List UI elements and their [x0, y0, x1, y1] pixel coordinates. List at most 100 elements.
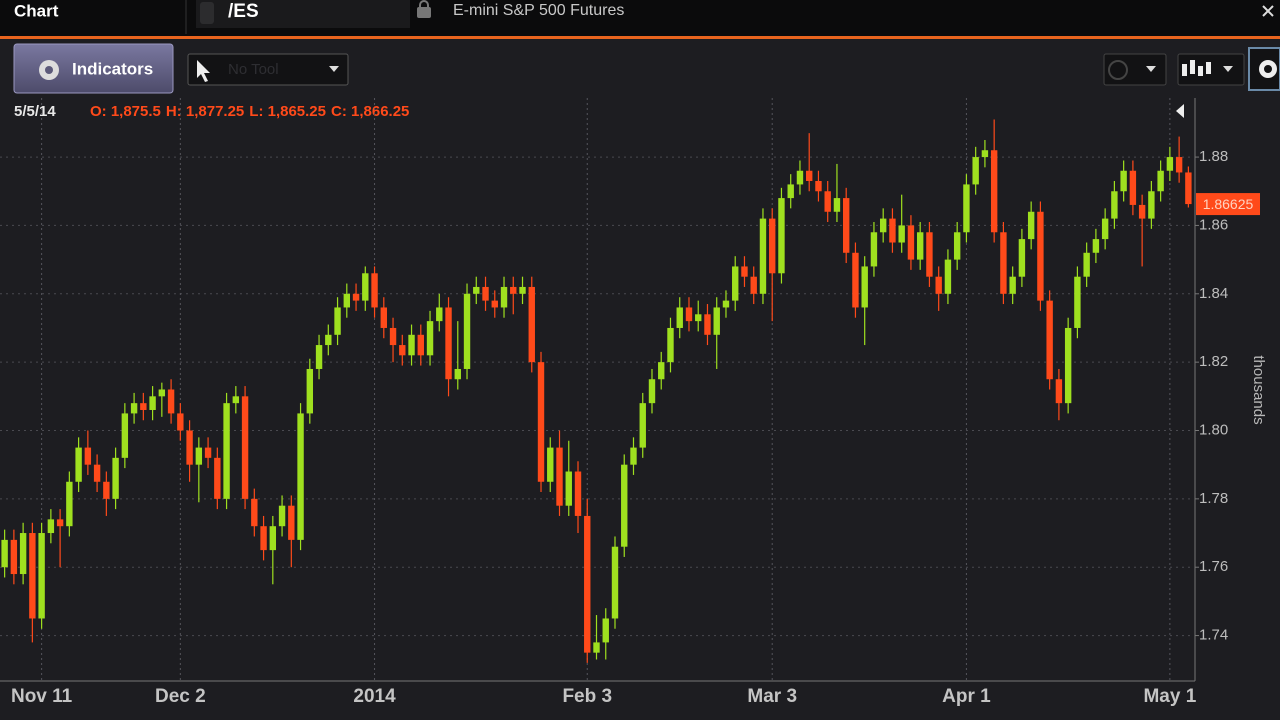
candle-body — [1185, 172, 1192, 205]
candle-body — [371, 273, 378, 308]
candle-body — [352, 293, 360, 301]
candle-body — [1148, 191, 1155, 219]
candle-body — [1120, 170, 1127, 192]
candle-body — [288, 505, 295, 540]
ohlc-value: O: 1,875.5 — [90, 103, 161, 120]
candle-body — [482, 286, 489, 301]
pointer-icon — [197, 60, 210, 82]
indicators-label[interactable]: Indicators — [72, 59, 153, 78]
x-tick-label: Apr 1 — [942, 686, 991, 707]
candle-body — [103, 481, 110, 499]
candle-body — [852, 252, 859, 308]
candle-body — [806, 170, 813, 182]
candle-body — [149, 396, 156, 410]
candle-body — [1000, 232, 1007, 294]
candle-body — [833, 198, 841, 212]
candle-body — [722, 300, 730, 308]
candle-body — [167, 389, 175, 414]
candle-body — [796, 170, 804, 185]
candle-body — [602, 618, 609, 643]
chart-panel — [0, 39, 1280, 720]
tool-label[interactable]: No Tool — [228, 61, 279, 78]
x-tick-label: Nov 11 — [11, 686, 73, 707]
accent-line — [0, 36, 1280, 39]
y-tick-label: 1.74 — [1199, 627, 1228, 644]
candle-body — [399, 345, 406, 356]
symbol-box[interactable] — [196, 0, 410, 28]
candle-body — [463, 293, 471, 369]
candle-body — [907, 225, 915, 260]
candle-body — [537, 362, 545, 482]
candle-body — [473, 286, 480, 294]
candle-body — [426, 321, 434, 356]
candle-body — [630, 447, 637, 465]
candle-body — [787, 184, 794, 199]
globe-icon — [1108, 60, 1128, 80]
candle-body — [565, 471, 572, 506]
gear-icon — [1259, 60, 1277, 78]
candle-body — [842, 198, 850, 253]
candle-body — [1027, 211, 1035, 240]
candle-body — [593, 642, 600, 653]
candle-body — [870, 232, 878, 267]
candle-body — [269, 526, 277, 551]
candle-body — [574, 471, 582, 516]
candle-body — [177, 413, 184, 431]
candle-body — [417, 334, 424, 356]
candle-body — [1037, 211, 1044, 301]
ohlc-value: H: 1,877.25 — [166, 103, 244, 120]
candle-body — [815, 181, 822, 192]
globe-dropdown[interactable] — [1103, 53, 1167, 86]
candle-body — [981, 150, 989, 158]
candle-body — [713, 307, 720, 335]
candle-body — [1101, 218, 1109, 240]
candle-body — [158, 389, 166, 397]
candle-body — [223, 403, 230, 499]
date-label: 5/5/14 — [14, 103, 56, 120]
x-tick-label: Mar 3 — [747, 686, 797, 707]
candle-body — [454, 368, 461, 380]
candle-body — [584, 515, 591, 653]
candle-body — [278, 505, 286, 527]
candle-body — [75, 447, 82, 482]
candle-body — [990, 150, 998, 233]
candle-body — [667, 327, 674, 363]
candle-body — [695, 314, 702, 322]
tool-dropdown[interactable] — [187, 53, 349, 86]
candle-body — [1018, 239, 1026, 277]
ohlc-value: C: 1,866.25 — [331, 103, 409, 120]
candle-body — [1009, 276, 1016, 294]
candle-body — [1175, 157, 1183, 173]
candle-body — [232, 396, 240, 404]
dropdown-arrow — [1146, 66, 1156, 72]
candle-body — [889, 218, 896, 243]
close-button[interactable] — [1262, 5, 1274, 17]
candle-body — [759, 218, 767, 294]
candle-body — [186, 430, 193, 465]
window-title: Chart — [14, 1, 59, 20]
candle-body — [56, 519, 64, 527]
x-tick-label: Feb 3 — [562, 686, 612, 707]
x-tick-label: Dec 2 — [155, 686, 206, 707]
candle-body — [741, 266, 748, 277]
y-tick-label: 1.88 — [1199, 148, 1228, 165]
candle-body — [10, 539, 18, 575]
dropdown-arrow — [1223, 66, 1233, 72]
candle-body — [676, 307, 683, 328]
x-tick-label: May 1 — [1143, 686, 1196, 707]
candle-body — [1138, 204, 1146, 219]
candle-body — [972, 157, 979, 185]
candle-body — [260, 526, 267, 551]
indicators-button[interactable] — [13, 43, 174, 94]
candles — [1, 119, 1192, 663]
lock-icon — [417, 0, 431, 18]
candle-body — [1083, 252, 1090, 277]
symbol[interactable]: /ES — [228, 1, 259, 22]
ohlc-value: L: 1,865.25 — [249, 103, 326, 120]
candle-body — [824, 191, 831, 212]
candle-body — [1157, 170, 1164, 192]
candle-body — [639, 403, 646, 448]
candle-body — [334, 307, 341, 335]
